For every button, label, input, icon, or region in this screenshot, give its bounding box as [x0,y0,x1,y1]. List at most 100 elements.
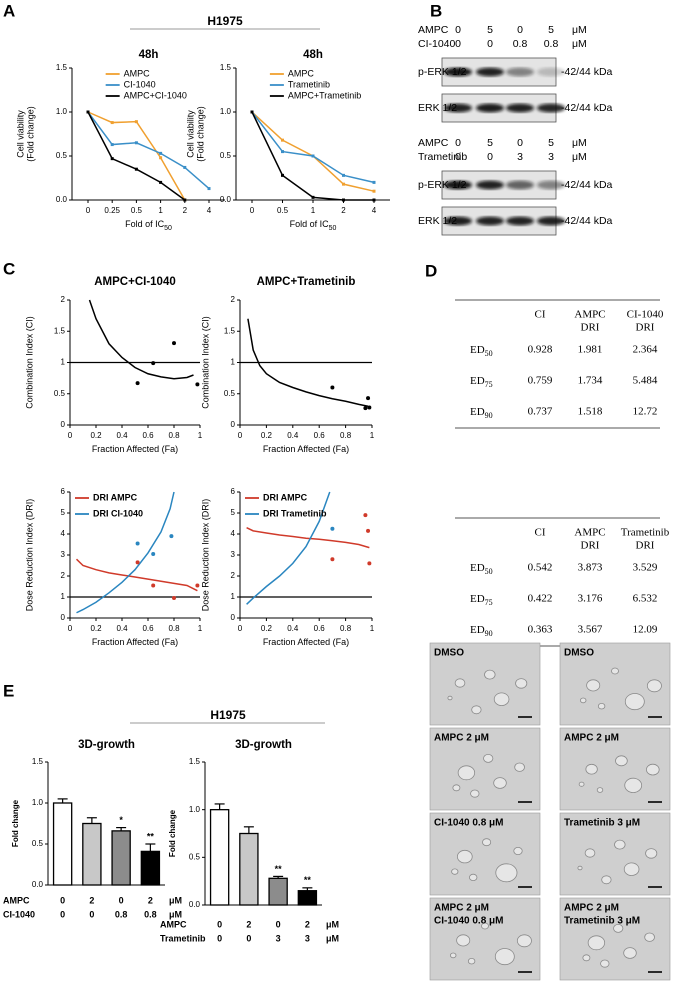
cell-colony [482,838,492,847]
data-point [151,361,156,366]
data-point [151,551,156,556]
x-tick-label: 0.6 [142,431,154,440]
condition-value: 0 [60,895,65,905]
cell-colony [579,697,587,704]
chart-title: 3D-growth [78,739,135,751]
condition-value: 0 [455,151,461,163]
x-axis-label-text: Fraction Affected (Fa) [92,444,178,454]
condition-value: 0 [517,137,523,149]
y-tick-label: 2 [61,571,66,580]
condition-value: 2 [305,919,310,929]
panel-label: A [3,1,15,20]
legend-label: AMPC [288,68,315,78]
condition-value: 0 [89,909,94,919]
x-tick-label: 0.25 [104,206,120,215]
condition-value: 2 [246,919,251,929]
micrograph-label: AMPC 2 μM [564,733,619,744]
column-header: DRI [581,322,600,334]
condition-value: 0 [60,909,65,919]
legend-label: AMPC [124,68,151,78]
x-axis-label-sub: 50 [164,225,172,232]
marker [281,138,284,142]
x-tick-label: 0.6 [142,624,154,633]
band-name: p-ERK 1/2 [418,66,467,78]
condition-value: 0 [119,895,124,905]
series-line [247,318,369,407]
x-tick-label: 0 [238,431,243,440]
cell-colony [613,924,624,933]
table-cell: 0.422 [528,593,553,605]
micrograph [429,897,541,981]
marker [372,180,376,184]
data-point [330,526,335,531]
condition-value: 0 [487,151,493,163]
cell-colony [614,839,626,850]
x-tick-label: 0.6 [314,624,326,633]
y-axis-label: Dose Reduction Index (DRI) [200,499,210,612]
x-tick-label: 1 [370,431,375,440]
blot-band [506,67,534,77]
series-line [87,111,186,201]
condition-value: 0 [276,919,281,929]
condition-value: 0 [517,24,523,36]
bar [239,832,259,906]
table-cell: 3.873 [578,562,603,574]
marker [183,165,187,169]
cell-colony [493,777,507,789]
cell-colony [596,787,604,793]
marker [159,180,163,184]
blot-band [506,216,534,226]
cell-colony [597,703,606,710]
x-tick-label: 0.2 [90,431,102,440]
condition-name: AMPC [418,24,449,36]
blot-band [537,103,565,113]
cell-colony [456,849,473,864]
table-cell: 0.737 [528,406,553,418]
panel-label: D [425,261,437,280]
y-tick-label: 0.0 [189,900,201,909]
blot-band [476,180,504,190]
marker [159,156,163,160]
data-point [367,405,372,410]
cell-colony [585,763,598,775]
condition-name: Trametinib [160,933,206,943]
series-line [88,299,194,380]
x-axis-label-sub: 50 [329,225,337,232]
blot-band [506,180,534,190]
y-tick-label: 0.5 [224,389,236,398]
y-tick-label: 0.5 [220,151,232,160]
marker [134,120,138,124]
condition-unit: μM [572,151,587,163]
micrograph-label: AMPC 2 μM [564,903,619,914]
x-tick-label: 1 [311,206,316,215]
y-tick-label: 1.0 [189,805,201,814]
legend-label: DRI AMPC [263,492,308,502]
header: H1975 [207,14,243,28]
cell-colony [516,934,532,948]
y-axis-label: Fold change [11,799,20,847]
condition-value: 3 [548,151,554,163]
condition-unit: μM [572,137,587,149]
legend-label: AMPC+CI-1040 [124,90,187,100]
row-label-main: ED [470,406,485,418]
x-tick-label: 0.8 [168,431,180,440]
cell-colony [483,754,494,763]
y-tick-label: 0.0 [56,195,68,204]
condition-value: 0.8 [544,38,559,50]
x-axis-label: Fold of IC50 [125,219,172,232]
micrograph-label: Trametinib 3 μM [564,916,640,927]
cell-colony [624,693,645,711]
y-axis-label: Combination Index (CI) [200,316,210,409]
data-point [363,406,368,411]
condition-value: 5 [548,24,554,36]
x-tick-label: 0.5 [131,206,143,215]
column-header: AMPC [574,309,605,321]
y-tick-label: 2 [231,571,236,580]
header: H1975 [210,708,246,722]
x-tick-label: 0.2 [90,624,102,633]
y-tick-label: 6 [61,487,66,496]
cell-colony [645,848,658,859]
condition-unit: μM [326,919,339,929]
condition-unit: μM [572,24,587,36]
condition-value: 2 [89,895,94,905]
